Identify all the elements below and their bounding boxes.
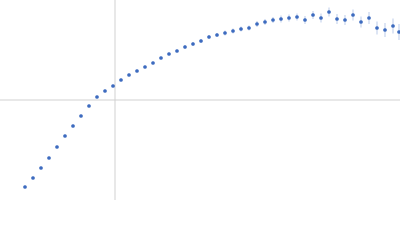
data-point	[167, 52, 171, 56]
data-point	[23, 185, 27, 189]
data-point	[327, 10, 331, 14]
data-point	[151, 61, 155, 65]
data-point	[295, 15, 299, 19]
data-point	[103, 89, 107, 93]
data-point	[119, 78, 123, 82]
chart	[0, 0, 400, 200]
data-point	[175, 49, 179, 53]
data-point	[47, 156, 51, 160]
data-point	[351, 13, 355, 17]
data-point	[111, 84, 115, 88]
data-point	[375, 26, 379, 30]
data-point	[223, 31, 227, 35]
data-point	[79, 114, 83, 118]
data-point	[55, 145, 59, 149]
data-point	[383, 28, 387, 32]
data-point	[95, 95, 99, 99]
data-point	[199, 39, 203, 43]
data-point	[335, 17, 339, 21]
data-point	[343, 18, 347, 22]
data-point	[367, 16, 371, 20]
data-point	[303, 18, 307, 22]
data-point	[191, 42, 195, 46]
data-point	[63, 134, 67, 138]
data-point	[263, 20, 267, 24]
data-point	[359, 20, 363, 24]
data-point	[279, 17, 283, 21]
data-point	[391, 24, 395, 28]
data-point	[159, 56, 163, 60]
data-point	[87, 104, 91, 108]
data-point	[183, 45, 187, 49]
data-point	[255, 22, 259, 26]
data-point	[31, 176, 35, 180]
data-point	[135, 69, 139, 73]
data-point	[247, 26, 251, 30]
data-point	[143, 65, 147, 69]
data-point	[231, 29, 235, 33]
data-point	[239, 27, 243, 31]
data-point	[397, 30, 400, 34]
data-point	[319, 16, 323, 20]
data-point	[271, 18, 275, 22]
data-point	[311, 13, 315, 17]
data-point	[39, 166, 43, 170]
data-point	[207, 35, 211, 39]
data-point	[71, 124, 75, 128]
data-point	[287, 16, 291, 20]
data-point	[127, 73, 131, 77]
data-point	[215, 33, 219, 37]
